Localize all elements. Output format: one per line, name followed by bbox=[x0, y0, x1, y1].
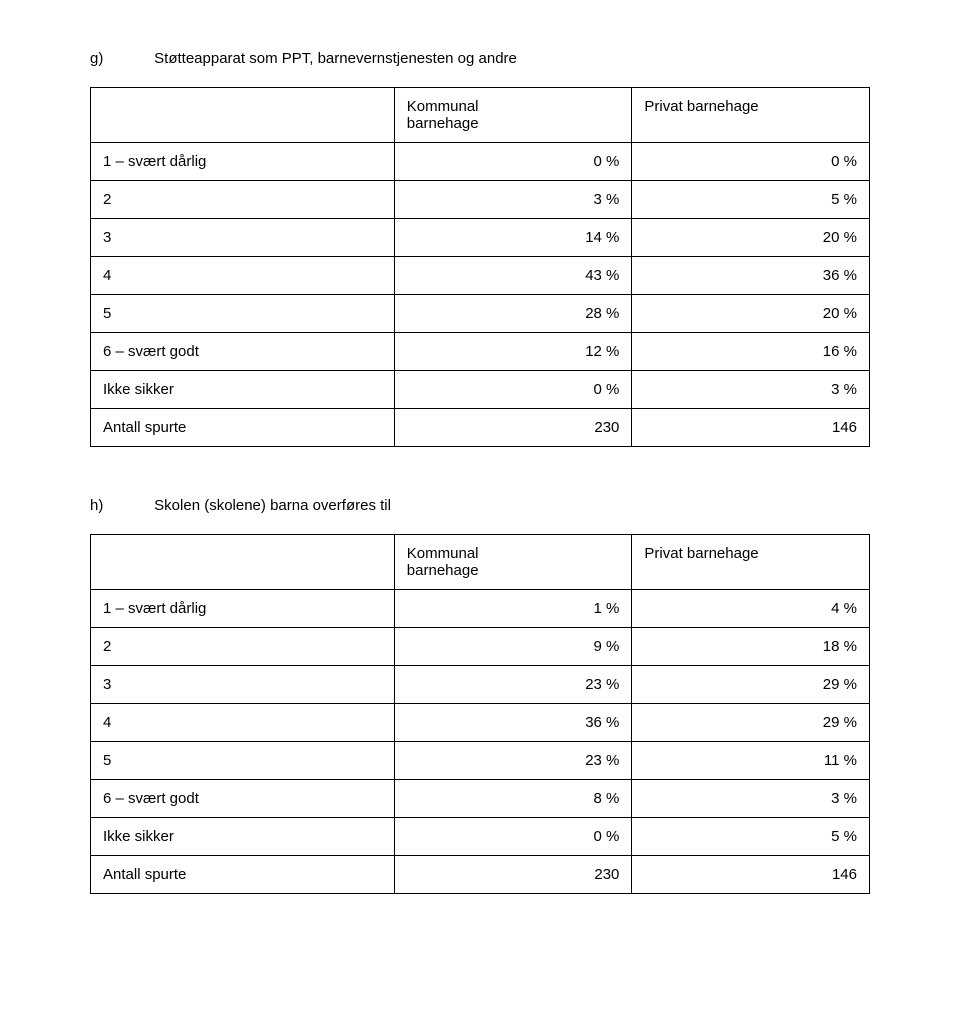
header-text: barnehage bbox=[407, 115, 479, 132]
row-label: 5 bbox=[91, 295, 395, 333]
row-label: 1 – svært dårlig bbox=[91, 590, 395, 628]
table-row: 1 – svært dårlig 1 % 4 % bbox=[91, 590, 870, 628]
row-label: 4 bbox=[91, 704, 395, 742]
row-privat: 5 % bbox=[632, 181, 870, 219]
row-privat: 146 bbox=[632, 856, 870, 894]
row-label: 2 bbox=[91, 628, 395, 666]
row-kommunal: 36 % bbox=[394, 704, 632, 742]
row-kommunal: 1 % bbox=[394, 590, 632, 628]
row-label: Ikke sikker bbox=[91, 371, 395, 409]
row-kommunal: 230 bbox=[394, 409, 632, 447]
table-row: 5 23 % 11 % bbox=[91, 742, 870, 780]
table-row: Antall spurte 230 146 bbox=[91, 409, 870, 447]
table-row: 6 – svært godt 12 % 16 % bbox=[91, 333, 870, 371]
table-row: 6 – svært godt 8 % 3 % bbox=[91, 780, 870, 818]
row-label: 6 – svært godt bbox=[91, 333, 395, 371]
row-privat: 20 % bbox=[632, 295, 870, 333]
table-row: 3 23 % 29 % bbox=[91, 666, 870, 704]
row-kommunal: 9 % bbox=[394, 628, 632, 666]
row-label: 3 bbox=[91, 666, 395, 704]
row-kommunal: 23 % bbox=[394, 666, 632, 704]
table-row: 5 28 % 20 % bbox=[91, 295, 870, 333]
section-h-heading: h) Skolen (skolene) barna overføres til bbox=[90, 497, 870, 514]
table-header-blank bbox=[91, 535, 395, 590]
table-h: Kommunal barnehage Privat barnehage 1 – … bbox=[90, 534, 870, 894]
table-row: Ikke sikker 0 % 3 % bbox=[91, 371, 870, 409]
row-label: 3 bbox=[91, 219, 395, 257]
row-kommunal: 43 % bbox=[394, 257, 632, 295]
row-kommunal: 230 bbox=[394, 856, 632, 894]
row-label: 4 bbox=[91, 257, 395, 295]
header-text: barnehage bbox=[407, 562, 479, 579]
row-privat: 20 % bbox=[632, 219, 870, 257]
table-row: 4 43 % 36 % bbox=[91, 257, 870, 295]
row-privat: 0 % bbox=[632, 143, 870, 181]
section-g-title: Støtteapparat som PPT, barnevernstjenest… bbox=[154, 50, 517, 67]
row-kommunal: 0 % bbox=[394, 818, 632, 856]
row-privat: 29 % bbox=[632, 666, 870, 704]
row-privat: 36 % bbox=[632, 257, 870, 295]
table-row: Kommunal barnehage Privat barnehage bbox=[91, 535, 870, 590]
table-header-kommunal: Kommunal barnehage bbox=[394, 535, 632, 590]
row-kommunal: 0 % bbox=[394, 143, 632, 181]
row-kommunal: 23 % bbox=[394, 742, 632, 780]
table-row: 2 3 % 5 % bbox=[91, 181, 870, 219]
row-privat: 3 % bbox=[632, 371, 870, 409]
row-label: Ikke sikker bbox=[91, 818, 395, 856]
row-privat: 29 % bbox=[632, 704, 870, 742]
table-row: 1 – svært dårlig 0 % 0 % bbox=[91, 143, 870, 181]
row-kommunal: 28 % bbox=[394, 295, 632, 333]
row-kommunal: 12 % bbox=[394, 333, 632, 371]
header-text: Kommunal bbox=[407, 545, 479, 562]
row-kommunal: 8 % bbox=[394, 780, 632, 818]
table-row: Ikke sikker 0 % 5 % bbox=[91, 818, 870, 856]
header-text: Kommunal bbox=[407, 98, 479, 115]
row-privat: 146 bbox=[632, 409, 870, 447]
table-g: Kommunal barnehage Privat barnehage 1 – … bbox=[90, 87, 870, 447]
row-privat: 18 % bbox=[632, 628, 870, 666]
row-kommunal: 0 % bbox=[394, 371, 632, 409]
table-header-privat: Privat barnehage bbox=[632, 535, 870, 590]
row-label: Antall spurte bbox=[91, 409, 395, 447]
section-h-letter: h) bbox=[90, 497, 150, 514]
table-row: Kommunal barnehage Privat barnehage bbox=[91, 88, 870, 143]
table-header-blank bbox=[91, 88, 395, 143]
table-row: Antall spurte 230 146 bbox=[91, 856, 870, 894]
section-g-heading: g) Støtteapparat som PPT, barnevernstjen… bbox=[90, 50, 870, 67]
row-privat: 11 % bbox=[632, 742, 870, 780]
row-privat: 3 % bbox=[632, 780, 870, 818]
row-label: Antall spurte bbox=[91, 856, 395, 894]
row-privat: 16 % bbox=[632, 333, 870, 371]
row-privat: 4 % bbox=[632, 590, 870, 628]
table-row: 3 14 % 20 % bbox=[91, 219, 870, 257]
row-label: 2 bbox=[91, 181, 395, 219]
row-label: 5 bbox=[91, 742, 395, 780]
row-label: 6 – svært godt bbox=[91, 780, 395, 818]
table-header-privat: Privat barnehage bbox=[632, 88, 870, 143]
table-row: 2 9 % 18 % bbox=[91, 628, 870, 666]
section-h-title: Skolen (skolene) barna overføres til bbox=[154, 497, 391, 514]
row-privat: 5 % bbox=[632, 818, 870, 856]
row-kommunal: 14 % bbox=[394, 219, 632, 257]
row-kommunal: 3 % bbox=[394, 181, 632, 219]
row-label: 1 – svært dårlig bbox=[91, 143, 395, 181]
table-header-kommunal: Kommunal barnehage bbox=[394, 88, 632, 143]
table-row: 4 36 % 29 % bbox=[91, 704, 870, 742]
section-g-letter: g) bbox=[90, 50, 150, 67]
